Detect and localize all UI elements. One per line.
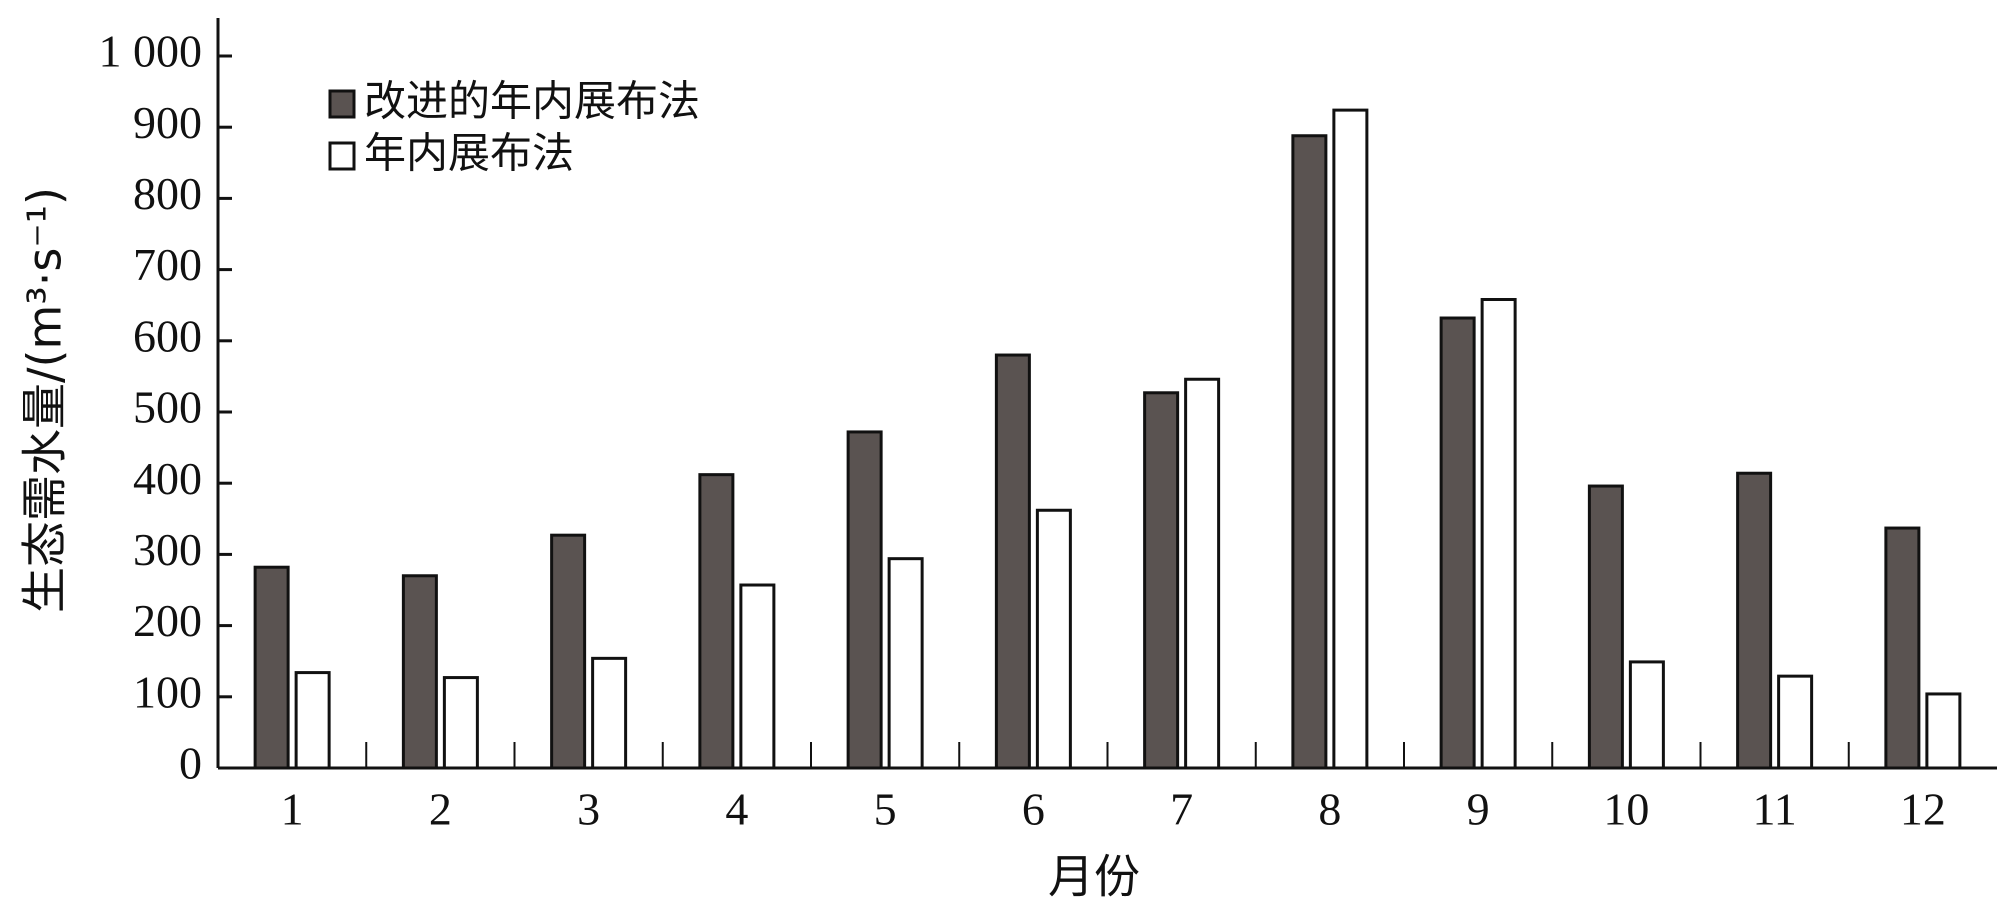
y-tick-label: 1 000 <box>99 26 203 77</box>
y-tick-label: 600 <box>133 310 202 361</box>
x-tick-label: 6 <box>1022 784 1045 835</box>
bar <box>591 656 628 770</box>
legend-label: 年内展布法 <box>364 129 574 178</box>
bar <box>253 565 290 770</box>
x-tick-label: 5 <box>874 784 897 835</box>
bar <box>1884 526 1921 770</box>
y-tick-label: 500 <box>133 382 202 433</box>
bar <box>550 533 587 770</box>
legend-swatch <box>328 141 356 171</box>
x-tick-label: 10 <box>1603 784 1649 835</box>
x-tick-label: 7 <box>1170 784 1193 835</box>
y-tick-label: 400 <box>133 453 202 504</box>
bar <box>1332 108 1369 770</box>
bar <box>442 676 479 770</box>
x-tick-label: 12 <box>1900 784 1946 835</box>
x-tick-label: 1 <box>281 784 304 835</box>
bar <box>1291 134 1328 770</box>
x-tick-label: 4 <box>725 784 748 835</box>
x-tick-label: 8 <box>1318 784 1341 835</box>
y-tick-label: 700 <box>133 239 202 290</box>
bar <box>1628 660 1665 770</box>
bar <box>994 353 1031 770</box>
x-axis-label: 月份 <box>1048 850 1140 904</box>
x-tick-label: 9 <box>1467 784 1490 835</box>
y-tick-label: 200 <box>133 595 202 646</box>
y-tick-label: 800 <box>133 168 202 219</box>
bar <box>698 473 735 770</box>
x-tick-label: 2 <box>429 784 452 835</box>
y-axis-label: 生态需水量/(m³·s⁻¹) <box>18 187 72 613</box>
y-tick-label: 900 <box>133 97 202 148</box>
bar <box>739 583 776 770</box>
bar <box>401 574 438 770</box>
bar <box>1143 391 1180 770</box>
bar <box>1480 298 1517 770</box>
bar <box>294 671 331 770</box>
bar <box>1925 692 1962 770</box>
legend-label: 改进的年内展布法 <box>364 77 700 126</box>
bar <box>887 557 924 770</box>
y-tick-label: 300 <box>133 524 202 575</box>
bar <box>1777 674 1814 770</box>
x-tick-label: 11 <box>1752 784 1796 835</box>
x-tick-label: 3 <box>577 784 600 835</box>
bar <box>1736 471 1773 770</box>
bar <box>1439 316 1476 770</box>
bar <box>1035 508 1072 770</box>
legend-swatch <box>328 89 356 119</box>
bar <box>1587 484 1624 770</box>
bar <box>846 430 883 770</box>
bar <box>1184 377 1221 770</box>
y-tick-label: 100 <box>133 666 202 717</box>
y-tick-label: 0 <box>179 738 202 789</box>
